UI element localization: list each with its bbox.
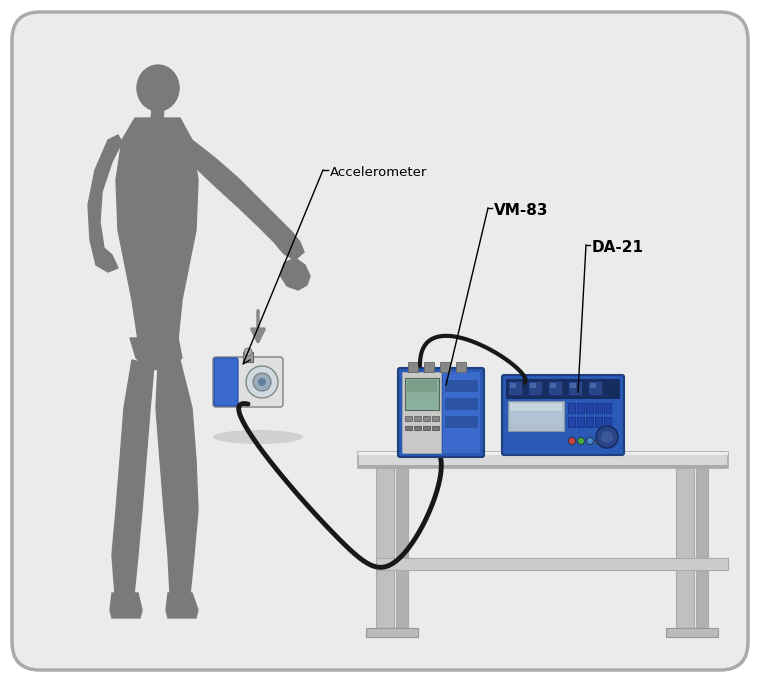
FancyBboxPatch shape <box>213 357 283 407</box>
Ellipse shape <box>213 430 303 444</box>
Bar <box>432 416 439 421</box>
Bar <box>510 403 562 411</box>
Text: VM-83: VM-83 <box>494 203 549 218</box>
Bar <box>595 403 602 413</box>
Bar <box>550 383 556 388</box>
Bar <box>595 417 602 427</box>
Bar <box>396 468 408 628</box>
Circle shape <box>246 366 278 398</box>
Bar <box>443 372 480 453</box>
Bar <box>577 417 584 427</box>
Bar <box>405 416 412 421</box>
Bar <box>590 383 596 388</box>
Circle shape <box>253 373 271 391</box>
Bar <box>570 383 576 388</box>
Bar <box>696 468 708 628</box>
Bar <box>508 401 564 431</box>
Bar <box>445 398 478 410</box>
Bar <box>548 381 562 395</box>
Ellipse shape <box>137 65 179 111</box>
Polygon shape <box>280 258 310 290</box>
Polygon shape <box>112 360 154 595</box>
Bar <box>243 352 253 362</box>
Bar <box>528 381 542 395</box>
Bar <box>666 628 718 637</box>
Bar <box>530 383 536 388</box>
Polygon shape <box>88 135 122 272</box>
Bar <box>423 416 430 421</box>
Bar <box>568 417 575 427</box>
Bar <box>506 379 620 399</box>
Bar <box>414 426 421 430</box>
Bar <box>358 465 728 468</box>
Bar <box>510 413 562 423</box>
Bar <box>440 362 450 372</box>
Bar <box>604 403 611 413</box>
FancyBboxPatch shape <box>214 358 238 406</box>
Polygon shape <box>151 108 164 120</box>
Circle shape <box>587 437 594 445</box>
Circle shape <box>568 437 575 445</box>
Bar <box>577 403 584 413</box>
Circle shape <box>604 437 612 445</box>
Bar <box>586 417 593 427</box>
Circle shape <box>244 348 252 356</box>
Polygon shape <box>156 360 198 595</box>
Circle shape <box>596 437 603 445</box>
Text: DA-21: DA-21 <box>592 240 644 255</box>
Bar <box>432 426 439 430</box>
Bar <box>408 362 418 372</box>
Bar <box>604 417 611 427</box>
Bar <box>376 558 728 570</box>
Bar <box>423 426 430 430</box>
Polygon shape <box>116 118 198 340</box>
Bar <box>376 468 394 628</box>
Bar <box>405 378 439 410</box>
Bar <box>445 416 478 428</box>
Bar <box>510 383 516 388</box>
Bar <box>676 468 694 628</box>
Circle shape <box>601 431 613 443</box>
FancyBboxPatch shape <box>502 375 624 455</box>
Bar <box>405 426 412 430</box>
Polygon shape <box>110 593 142 618</box>
Circle shape <box>578 437 584 445</box>
Bar <box>456 362 466 372</box>
Bar <box>366 628 418 637</box>
Bar <box>508 381 522 395</box>
Bar <box>568 381 582 395</box>
Bar <box>407 380 437 392</box>
Bar <box>358 452 728 468</box>
FancyBboxPatch shape <box>12 12 748 670</box>
Circle shape <box>596 426 618 448</box>
Bar <box>414 416 421 421</box>
Text: Accelerometer: Accelerometer <box>330 166 427 179</box>
Polygon shape <box>178 135 304 260</box>
Bar <box>407 394 437 402</box>
Bar <box>568 403 575 413</box>
Circle shape <box>258 378 266 386</box>
Polygon shape <box>166 593 198 618</box>
Bar <box>586 403 593 413</box>
FancyBboxPatch shape <box>398 368 484 457</box>
Bar <box>588 381 602 395</box>
Bar <box>358 452 728 455</box>
Polygon shape <box>130 338 182 370</box>
Bar <box>402 372 441 453</box>
Bar <box>424 362 434 372</box>
Bar <box>445 380 478 392</box>
